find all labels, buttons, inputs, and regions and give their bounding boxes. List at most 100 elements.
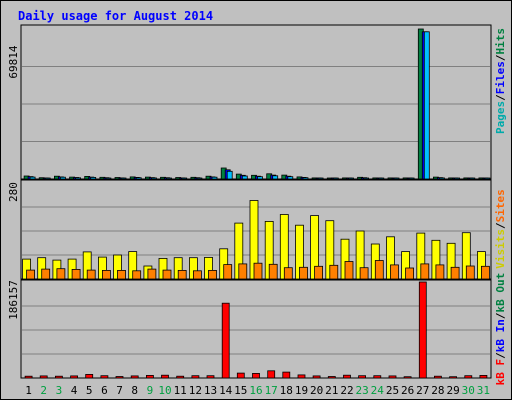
bar-kb-f-day-21 [327, 376, 336, 379]
x-tick-day-14: 14 [219, 384, 233, 397]
x-tick-day-18: 18 [280, 384, 293, 397]
bar-sites-day-19 [299, 266, 308, 280]
bar-kb-f-day-1 [24, 375, 33, 379]
bar-kb-f-day-6 [100, 375, 109, 379]
bar-pages-day-14 [226, 170, 233, 180]
bar-kb-f-day-5 [85, 373, 94, 379]
x-tick-day-13: 13 [204, 384, 217, 397]
chart-title: Daily usage for August 2014 [18, 9, 213, 23]
legend-part: / [494, 54, 507, 61]
x-tick-day-20: 20 [310, 384, 323, 397]
bar-sites-day-5 [86, 269, 96, 280]
bar-pages-day-6 [105, 177, 112, 180]
panel-kbytes: 186157 kB F/kB In/kB Out [7, 273, 507, 386]
bar-kb-f-day-13 [206, 375, 215, 379]
bar-kb-f-day-3 [55, 375, 63, 379]
bar-kb-f-day-28 [433, 375, 442, 379]
legend-part: Sites [494, 189, 507, 222]
bar-kb-f-day-12 [191, 375, 200, 379]
bar-sites-day-26 [405, 267, 415, 280]
bar-sites-day-11 [177, 269, 187, 280]
bar-pages-day-3 [60, 176, 66, 180]
panel-visits-max-label: 280 [7, 182, 20, 202]
bar-kb-f-day-26 [403, 376, 412, 379]
bar-kb-f-day-24 [373, 375, 382, 379]
bar-pages-day-20 [317, 177, 324, 180]
bar-sites-day-13 [208, 269, 217, 280]
bar-sites-day-10 [162, 269, 172, 280]
legend-part: kB F [494, 359, 507, 386]
bar-sites-day-18 [283, 267, 293, 280]
bar-sites-day-30 [465, 265, 475, 280]
bar-pages-day-9 [150, 177, 157, 180]
bar-pages-day-4 [75, 177, 81, 180]
bar-sites-day-4 [71, 268, 81, 280]
bar-kb-f-day-25 [388, 375, 397, 379]
x-tick-day-17: 17 [265, 384, 278, 397]
legend-part: kB In [494, 319, 507, 352]
bar-kb-f-day-2 [39, 375, 48, 379]
legend-part: Pages [494, 101, 507, 134]
bar-pages-day-24 [378, 177, 385, 180]
bar-kb-f-day-7 [115, 376, 124, 379]
bar-kb-f-day-18 [282, 371, 291, 379]
x-tick-day-8: 8 [131, 384, 138, 397]
bar-sites-day-25 [390, 264, 399, 280]
bar-sites-day-12 [192, 270, 202, 280]
bar-pages-day-8 [135, 177, 142, 180]
x-tick-day-30: 30 [462, 384, 475, 397]
x-tick-day-12: 12 [189, 384, 202, 397]
bar-pages-day-18 [287, 176, 294, 180]
bar-sites-day-3 [56, 268, 66, 280]
bar-sites-day-8 [132, 270, 142, 280]
bar-sites-day-7 [117, 269, 126, 280]
bar-sites-day-15 [238, 263, 248, 280]
legend-part: Files [494, 61, 507, 94]
x-tick-day-1: 1 [25, 384, 32, 397]
bar-pages-day-16 [257, 176, 263, 180]
x-tick-day-11: 11 [174, 384, 187, 397]
bar-kb-f-day-16 [252, 372, 260, 379]
bar-sites-day-28 [435, 264, 445, 280]
bar-pages-day-26 [408, 177, 415, 180]
bar-pages-day-28 [438, 177, 445, 180]
x-tick-day-27: 27 [416, 384, 429, 397]
panel-kbytes-legend: kB F/kB In/kB Out [494, 273, 507, 386]
bar-kb-f-day-11 [176, 375, 185, 379]
panel-hits-frame [20, 24, 492, 180]
bar-kb-f-day-4 [70, 375, 78, 379]
x-tick-day-10: 10 [158, 384, 171, 397]
bar-kb-f-day-31 [479, 374, 488, 379]
x-tick-day-26: 26 [401, 384, 414, 397]
bar-kb-f-day-20 [312, 375, 321, 379]
bar-kb-f-day-29 [449, 376, 458, 379]
bar-pages-day-10 [166, 177, 172, 180]
legend-part: / [494, 94, 507, 101]
bar-kb-f-day-17 [267, 370, 276, 379]
panel-kbytes-frame [20, 279, 492, 379]
x-tick-day-21: 21 [325, 384, 338, 397]
bar-kb-f-day-15 [236, 372, 245, 379]
bar-kb-f-day-22 [343, 374, 351, 379]
bar-sites-day-23 [359, 267, 369, 280]
x-tick-day-19: 19 [295, 384, 308, 397]
bar-sites-day-6 [102, 269, 111, 280]
legend-part: Visits [494, 229, 507, 269]
x-tick-day-5: 5 [86, 384, 93, 397]
bar-kb-f-day-8 [130, 375, 139, 379]
bar-pages-day-22 [348, 177, 354, 180]
bar-pages-day-17 [272, 175, 279, 180]
bar-sites-day-29 [450, 266, 460, 280]
bar-sites-day-20 [314, 265, 324, 280]
bar-sites-day-17 [268, 263, 278, 280]
panel-hits-legend: Pages/Files/Hits [494, 28, 507, 134]
x-tick-day-25: 25 [386, 384, 399, 397]
bar-pages-day-25 [393, 177, 400, 180]
x-tick-day-16: 16 [249, 384, 262, 397]
panel-visits-legend: Visits/Sites [494, 189, 507, 269]
bar-sites-day-1 [26, 269, 36, 280]
x-tick-day-29: 29 [446, 384, 459, 397]
x-tick-day-15: 15 [234, 384, 247, 397]
bar-pages-day-11 [181, 177, 188, 180]
